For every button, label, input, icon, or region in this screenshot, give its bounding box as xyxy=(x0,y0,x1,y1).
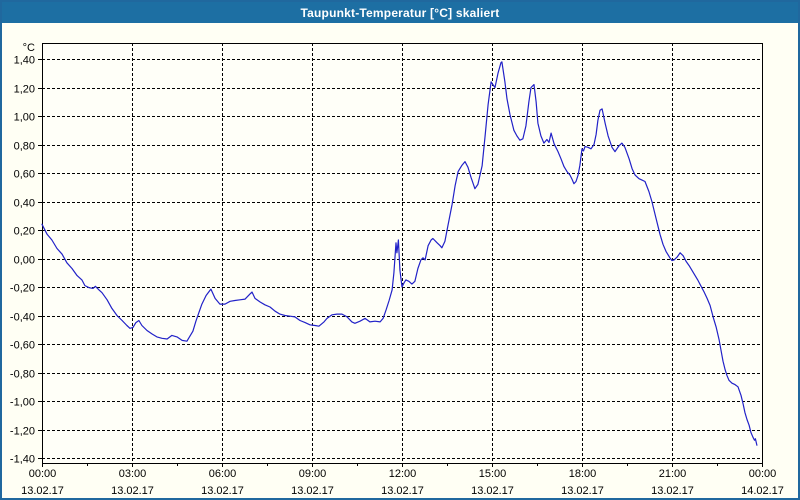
y-tick-label: -0,40 xyxy=(10,312,35,324)
x-tick-time-label: 15:00 xyxy=(479,468,507,480)
x-tick-time-label: 21:00 xyxy=(659,468,687,480)
window-title: Taupunkt-Temperatur [°C] skaliert xyxy=(300,5,500,20)
x-tick-time-label: 00:00 xyxy=(749,468,777,480)
y-tick-label: 0,80 xyxy=(14,141,35,153)
y-axis-unit-label: °C xyxy=(23,42,35,54)
x-tick-date-label: 13.02.17 xyxy=(561,485,604,497)
x-tick-time-label: 00:00 xyxy=(29,468,57,480)
x-tick-date-label: 13.02.17 xyxy=(291,485,334,497)
plot-border xyxy=(42,43,763,464)
x-tick-date-label: 13.02.17 xyxy=(381,485,424,497)
x-tick-date-label: 13.02.17 xyxy=(201,485,244,497)
y-tick-label: 1,40 xyxy=(14,55,35,67)
y-tick-label: 1,00 xyxy=(14,112,35,124)
x-tick-time-label: 09:00 xyxy=(299,468,327,480)
x-tick-date-label: 13.02.17 xyxy=(111,485,154,497)
y-tick-label: -0,60 xyxy=(10,340,35,352)
x-tick-time-label: 18:00 xyxy=(569,468,597,480)
window-title-bar: Taupunkt-Temperatur [°C] skaliert xyxy=(2,2,798,23)
x-tick-time-label: 12:00 xyxy=(389,468,417,480)
temperature-line xyxy=(41,61,758,446)
y-tick-label: -1,00 xyxy=(10,397,35,409)
y-tick-label: 1,20 xyxy=(14,84,35,96)
y-tick-label: -0,20 xyxy=(10,283,35,295)
x-tick-date-label: 14.02.17 xyxy=(741,485,784,497)
y-tick-label: -1,20 xyxy=(10,426,35,438)
y-tick-label: -0,80 xyxy=(10,369,35,381)
y-tick-label: -1,40 xyxy=(10,454,35,466)
y-tick-label: 0,60 xyxy=(14,169,35,181)
y-tick-label: 0,20 xyxy=(14,226,35,238)
x-tick-date-label: 13.02.17 xyxy=(471,485,514,497)
y-tick-label: 0,40 xyxy=(14,198,35,210)
x-tick-date-label: 13.02.17 xyxy=(21,485,64,497)
x-tick-date-label: 13.02.17 xyxy=(651,485,694,497)
x-tick-time-label: 06:00 xyxy=(209,468,237,480)
x-tick-time-label: 03:00 xyxy=(119,468,147,480)
y-tick-label: 0,00 xyxy=(14,255,35,267)
